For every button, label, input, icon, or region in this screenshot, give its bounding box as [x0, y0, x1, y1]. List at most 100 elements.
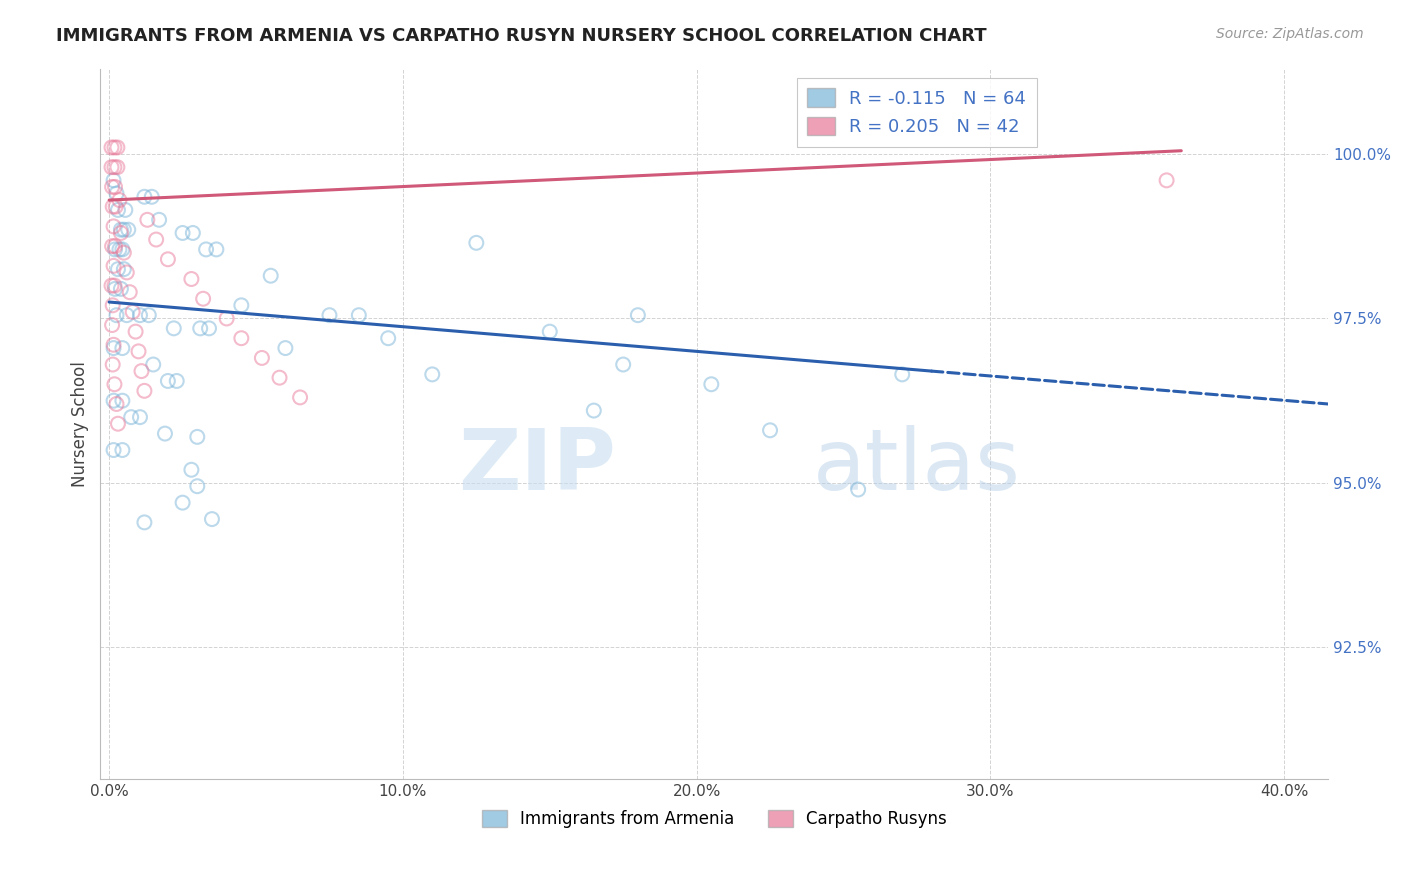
- Point: [166, 374, 188, 388]
- Point: [231, 298, 253, 312]
- Point: [198, 321, 221, 335]
- Point: [124, 325, 146, 339]
- Point: [103, 259, 125, 273]
- Point: [107, 262, 129, 277]
- Point: [318, 308, 340, 322]
- Point: [148, 212, 170, 227]
- Point: [582, 403, 605, 417]
- Point: [105, 308, 128, 322]
- Point: [347, 308, 370, 322]
- Point: [104, 239, 127, 253]
- Point: [215, 311, 238, 326]
- Point: [612, 358, 634, 372]
- Point: [114, 202, 136, 217]
- Point: [101, 298, 124, 312]
- Point: [260, 268, 283, 283]
- Point: [101, 318, 124, 332]
- Text: IMMIGRANTS FROM ARMENIA VS CARPATHO RUSYN NURSERY SCHOOL CORRELATION CHART: IMMIGRANTS FROM ARMENIA VS CARPATHO RUSY…: [56, 27, 987, 45]
- Point: [1156, 173, 1178, 187]
- Point: [891, 368, 914, 382]
- Point: [138, 308, 160, 322]
- Point: [111, 341, 134, 355]
- Point: [107, 417, 129, 431]
- Point: [107, 202, 129, 217]
- Point: [172, 226, 194, 240]
- Point: [111, 243, 134, 257]
- Point: [188, 321, 211, 335]
- Point: [100, 140, 122, 154]
- Point: [163, 321, 186, 335]
- Point: [180, 272, 202, 286]
- Point: [274, 341, 297, 355]
- Point: [129, 410, 152, 425]
- Point: [172, 496, 194, 510]
- Point: [103, 443, 125, 458]
- Point: [105, 160, 128, 174]
- Point: [105, 186, 128, 201]
- Point: [108, 193, 131, 207]
- Point: [134, 384, 156, 398]
- Point: [153, 426, 176, 441]
- Point: [145, 233, 167, 247]
- Point: [103, 393, 125, 408]
- Point: [377, 331, 399, 345]
- Point: [111, 443, 134, 458]
- Point: [128, 344, 150, 359]
- Point: [129, 308, 152, 322]
- Point: [134, 190, 156, 204]
- Y-axis label: Nursery School: Nursery School: [72, 360, 89, 487]
- Point: [104, 200, 127, 214]
- Point: [627, 308, 650, 322]
- Point: [108, 243, 131, 257]
- Point: [104, 282, 127, 296]
- Point: [105, 140, 128, 154]
- Point: [538, 325, 561, 339]
- Point: [250, 351, 273, 365]
- Point: [117, 222, 139, 236]
- Legend: Immigrants from Armenia, Carpatho Rusyns: Immigrants from Armenia, Carpatho Rusyns: [475, 803, 953, 835]
- Point: [700, 377, 723, 392]
- Point: [205, 243, 228, 257]
- Point: [110, 226, 132, 240]
- Point: [101, 358, 124, 372]
- Point: [186, 479, 208, 493]
- Point: [120, 410, 142, 425]
- Point: [118, 285, 141, 300]
- Point: [104, 243, 127, 257]
- Point: [141, 190, 163, 204]
- Point: [156, 252, 179, 267]
- Point: [288, 391, 311, 405]
- Point: [134, 516, 156, 530]
- Point: [759, 423, 782, 437]
- Point: [103, 377, 125, 392]
- Point: [101, 200, 124, 214]
- Point: [103, 160, 125, 174]
- Point: [142, 358, 165, 372]
- Point: [103, 278, 125, 293]
- Point: [136, 212, 159, 227]
- Point: [115, 265, 138, 279]
- Point: [465, 235, 488, 250]
- Point: [104, 180, 127, 194]
- Point: [420, 368, 443, 382]
- Point: [112, 245, 135, 260]
- Point: [110, 282, 132, 296]
- Point: [103, 173, 125, 187]
- Point: [101, 239, 124, 253]
- Point: [231, 331, 253, 345]
- Point: [191, 292, 214, 306]
- Point: [111, 393, 134, 408]
- Point: [103, 341, 125, 355]
- Point: [103, 219, 125, 234]
- Point: [100, 278, 122, 293]
- Point: [846, 483, 869, 497]
- Point: [201, 512, 224, 526]
- Point: [269, 370, 291, 384]
- Point: [112, 222, 135, 236]
- Point: [105, 397, 128, 411]
- Point: [101, 180, 124, 194]
- Text: ZIP: ZIP: [458, 425, 616, 508]
- Point: [131, 364, 153, 378]
- Point: [103, 140, 125, 154]
- Point: [180, 463, 202, 477]
